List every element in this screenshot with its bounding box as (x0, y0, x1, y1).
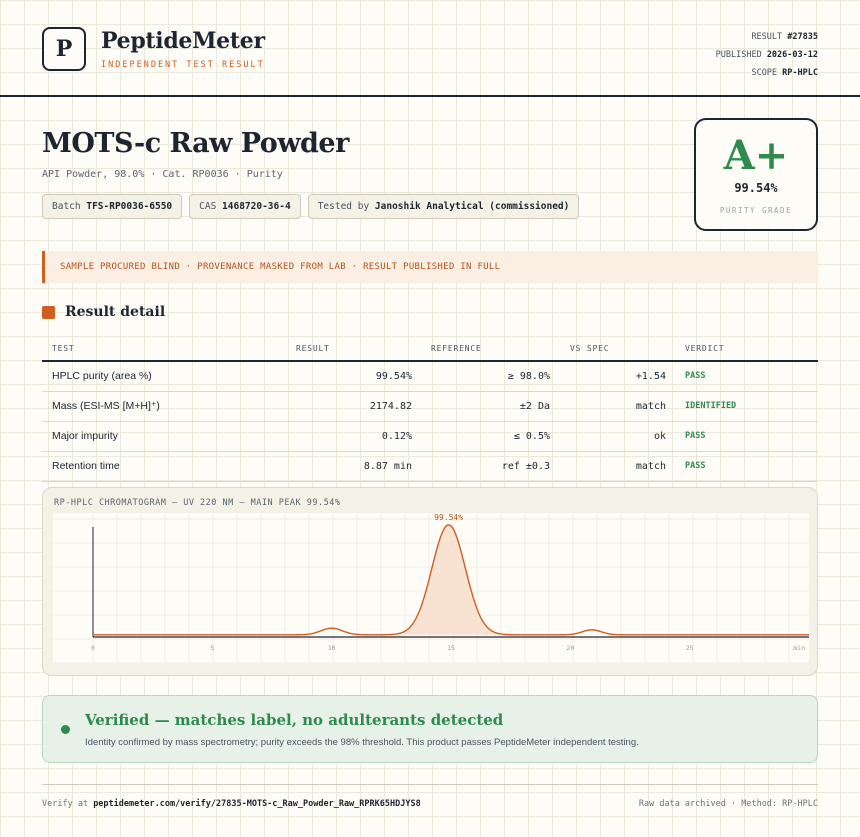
results-table: TEST RESULT REFERENCE VS SPEC VERDICT HP… (42, 337, 818, 482)
chromatogram-chart: 99.54% 0 5 10 15 20 25 min (53, 513, 809, 663)
peak-label: 99.54% (434, 513, 463, 522)
cell-vs-spec: match (635, 401, 666, 412)
page-footer: Verify at peptidemeter.com/verify/27835-… (42, 784, 818, 809)
table-header: TEST RESULT REFERENCE VS SPEC VERDICT (42, 337, 818, 362)
cas-chip: CAS 1468720-36-4 (189, 194, 301, 219)
chart-title: RP-HPLC CHROMATOGRAM — UV 220 NM — MAIN … (54, 498, 341, 508)
cell-verdict: IDENTIFIED (685, 401, 737, 411)
batch-chip: Batch TFS-RP0036-6550 (42, 194, 183, 219)
brand-tagline: INDEPENDENT TEST RESULT (101, 60, 265, 70)
table-row: Retention time 8.87 min ref ±0.3 match P… (42, 452, 818, 482)
section-title: Result detail (65, 304, 166, 320)
page-header: P PeptideMeter INDEPENDENT TEST RESULT R… (0, 0, 860, 97)
verified-panel: Verified — matches label, no adulterants… (42, 695, 818, 763)
meta-result: RESULT #27835 (751, 32, 818, 42)
header-test: TEST (52, 344, 75, 353)
purity-grade-card: A+ 99.54% PURITY GRADE (694, 118, 818, 231)
header-result: RESULT (296, 344, 330, 353)
cell-result: 99.54% (375, 371, 412, 382)
x-tick-label: 15 (447, 644, 455, 652)
product-subtitle: API Powder, 98.0% · Cat. RP0036 · Purity (42, 169, 283, 180)
verified-title: Verified — matches label, no adulterants… (85, 711, 504, 729)
cell-verdict: PASS (685, 371, 706, 381)
cell-test: Mass (ESI-MS [M+H]⁺) (52, 400, 160, 412)
chromatogram-card: RP-HPLC CHROMATOGRAM — UV 220 NM — MAIN … (42, 487, 818, 676)
meta-published: PUBLISHED 2026-03-12 (715, 50, 818, 60)
x-ticks: 0 5 10 15 20 25 min (91, 644, 805, 652)
plot-gridlines (53, 513, 809, 663)
cell-test: HPLC purity (area %) (52, 370, 152, 382)
verify-link[interactable]: peptidemeter.com/verify/27835-MOTS-c_Raw… (93, 799, 421, 809)
logo-icon: P (42, 27, 86, 71)
product-title: MOTS-c Raw Powder (42, 128, 349, 159)
cell-result: 2174.82 (369, 401, 412, 412)
cell-vs-spec: ok (653, 431, 666, 442)
cell-result: 0.12% (381, 431, 412, 442)
cell-result: 8.87 min (363, 461, 412, 472)
chromatogram-line (93, 524, 809, 636)
grade-letter: A+ (723, 132, 789, 179)
cell-test: Major impurity (52, 430, 118, 442)
cell-verdict: PASS (685, 461, 706, 471)
cell-vs-spec: +1.54 (635, 371, 666, 382)
cell-test: Retention time (52, 460, 120, 472)
x-tick-label: 10 (328, 644, 336, 652)
result-meta: RESULT #27835 PUBLISHED 2026-03-12 SCOPE… (716, 28, 818, 82)
brand-name: PeptideMeter (101, 28, 265, 54)
x-tick-label: 25 (686, 644, 694, 652)
x-unit-label: min (793, 644, 805, 652)
verified-dot-icon (61, 725, 70, 734)
table-row: Mass (ESI-MS [M+H]⁺) 2174.82 ±2 Da match… (42, 392, 818, 422)
verified-text: Identity confirmed by mass spectrometry;… (85, 737, 639, 748)
grade-value: 99.54% (734, 181, 778, 195)
x-tick-label: 0 (91, 644, 95, 652)
product-chips: Batch TFS-RP0036-6550 CAS 1468720-36-4 T… (42, 194, 580, 219)
x-tick-label: 20 (566, 644, 574, 652)
cell-reference: ≥ 98.0% (507, 371, 550, 382)
procurement-banner: SAMPLE PROCURED BLIND · PROVENANCE MASKE… (42, 251, 818, 283)
section-header: Result detail (42, 304, 165, 320)
header-reference: REFERENCE (431, 344, 482, 353)
cell-reference: ≤ 0.5% (513, 431, 550, 442)
cell-vs-spec: match (635, 461, 666, 472)
header-verdict: VERDICT (685, 344, 725, 353)
table-row: HPLC purity (area %) 99.54% ≥ 98.0% +1.5… (42, 362, 818, 392)
grade-label: PURITY GRADE (719, 206, 793, 215)
table-row: Major impurity 0.12% ≤ 0.5% ok PASS (42, 422, 818, 452)
x-tick-label: 5 (210, 644, 214, 652)
cell-reference: ±2 Da (519, 401, 550, 412)
section-marker-icon (42, 305, 55, 319)
cell-verdict: PASS (685, 431, 706, 441)
cell-reference: ref ±0.3 (501, 461, 550, 472)
footer-method: Raw data archived · Method: RP-HPLC (638, 799, 818, 809)
peak-area (398, 524, 499, 635)
verify-line: Verify at peptidemeter.com/verify/27835-… (42, 799, 421, 809)
tested-by-chip: Tested by Janoshik Analytical (commissio… (307, 194, 580, 219)
meta-scope: SCOPE RP-HPLC (751, 68, 818, 78)
header-vs-spec: VS SPEC (570, 344, 610, 353)
